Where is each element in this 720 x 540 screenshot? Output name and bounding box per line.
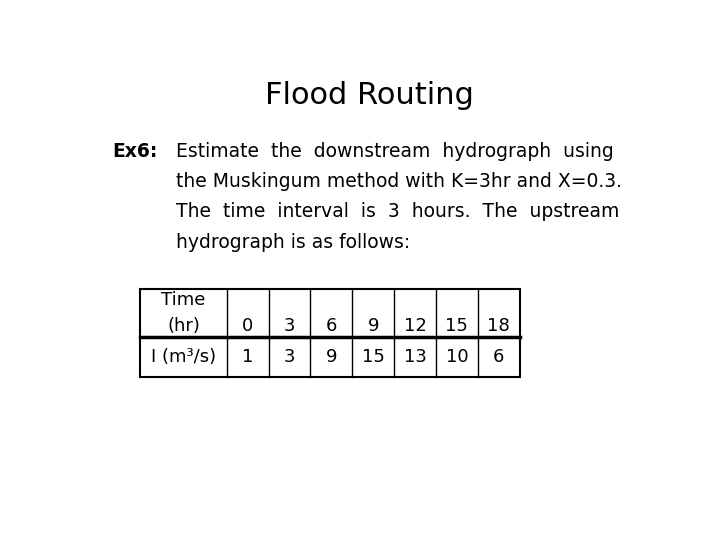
Text: Flood Routing: Flood Routing bbox=[264, 82, 474, 111]
Text: 13: 13 bbox=[404, 348, 426, 366]
Text: 18: 18 bbox=[487, 318, 510, 335]
Text: 3: 3 bbox=[284, 348, 295, 366]
Text: (hr): (hr) bbox=[167, 318, 200, 335]
Text: 15: 15 bbox=[446, 318, 468, 335]
Text: 3: 3 bbox=[284, 318, 295, 335]
Text: 1: 1 bbox=[242, 348, 253, 366]
Text: 12: 12 bbox=[404, 318, 426, 335]
Text: 6: 6 bbox=[325, 318, 337, 335]
Text: The  time  interval  is  3  hours.  The  upstream: The time interval is 3 hours. The upstre… bbox=[176, 202, 620, 221]
Text: 15: 15 bbox=[361, 348, 384, 366]
Text: the Muskingum method with K=3hr and X=0.3.: the Muskingum method with K=3hr and X=0.… bbox=[176, 172, 623, 191]
Text: Estimate  the  downstream  hydrograph  using: Estimate the downstream hydrograph using bbox=[176, 141, 614, 161]
Text: Ex6:: Ex6: bbox=[112, 141, 158, 161]
Text: 10: 10 bbox=[446, 348, 468, 366]
Text: I (m³/s): I (m³/s) bbox=[151, 348, 216, 366]
Text: 9: 9 bbox=[325, 348, 337, 366]
Text: Time: Time bbox=[161, 291, 206, 309]
Text: 0: 0 bbox=[242, 318, 253, 335]
Text: 6: 6 bbox=[493, 348, 505, 366]
Text: hydrograph is as follows:: hydrograph is as follows: bbox=[176, 233, 410, 252]
Text: 9: 9 bbox=[367, 318, 379, 335]
